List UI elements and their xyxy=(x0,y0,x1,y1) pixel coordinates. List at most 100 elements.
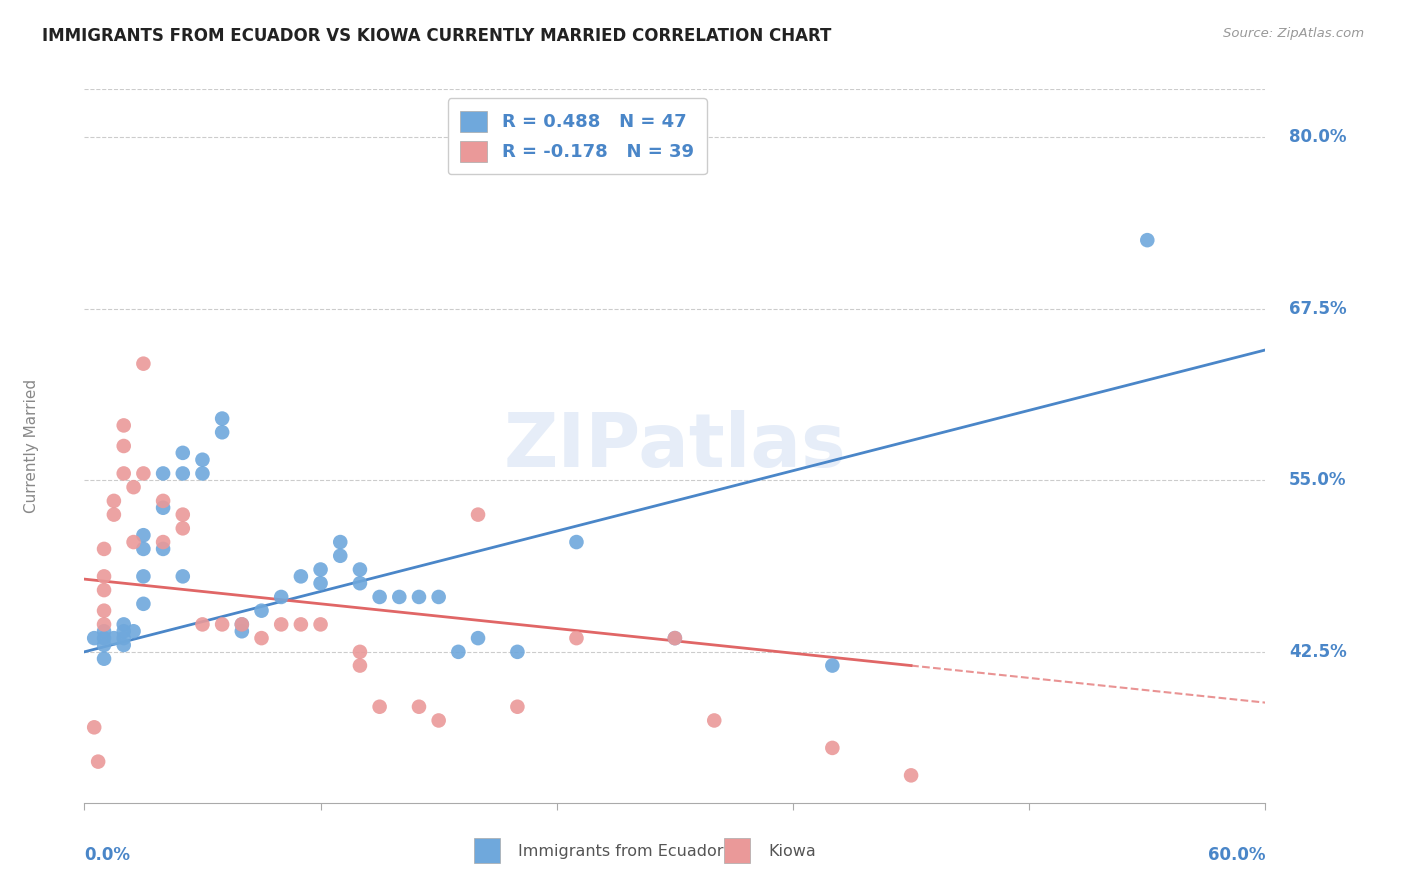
Point xyxy=(565,535,588,549)
Point xyxy=(112,624,135,639)
Point xyxy=(83,720,105,734)
Point xyxy=(93,624,115,639)
Text: 80.0%: 80.0% xyxy=(1289,128,1347,146)
Point xyxy=(349,576,371,591)
Text: Immigrants from Ecuador: Immigrants from Ecuador xyxy=(517,844,723,859)
Point xyxy=(132,528,155,542)
Point xyxy=(172,508,194,522)
Point xyxy=(112,638,135,652)
Point xyxy=(900,768,922,782)
Point xyxy=(211,425,233,440)
Point xyxy=(132,541,155,556)
Point xyxy=(664,631,686,645)
Text: 60.0%: 60.0% xyxy=(1208,846,1265,863)
Point xyxy=(191,452,214,467)
Point xyxy=(447,645,470,659)
Point xyxy=(191,467,214,481)
Text: 42.5%: 42.5% xyxy=(1289,643,1347,661)
Point xyxy=(132,357,155,371)
Point xyxy=(122,480,145,494)
Point xyxy=(152,535,174,549)
Point xyxy=(565,631,588,645)
Point xyxy=(506,699,529,714)
Point xyxy=(93,583,115,598)
Point xyxy=(250,631,273,645)
Point xyxy=(191,617,214,632)
Point xyxy=(250,604,273,618)
Point xyxy=(388,590,411,604)
Text: IMMIGRANTS FROM ECUADOR VS KIOWA CURRENTLY MARRIED CORRELATION CHART: IMMIGRANTS FROM ECUADOR VS KIOWA CURRENT… xyxy=(42,27,831,45)
Point xyxy=(132,597,155,611)
Point xyxy=(122,624,145,639)
Point xyxy=(122,535,145,549)
Text: 0.0%: 0.0% xyxy=(84,846,131,863)
Text: 67.5%: 67.5% xyxy=(1289,300,1347,318)
Point xyxy=(270,590,292,604)
FancyBboxPatch shape xyxy=(724,838,751,863)
Point xyxy=(231,624,253,639)
Point xyxy=(112,631,135,645)
Point xyxy=(103,631,125,645)
Point xyxy=(93,651,115,665)
Point xyxy=(83,631,105,645)
Point xyxy=(211,617,233,632)
Point xyxy=(93,631,115,645)
Point xyxy=(93,569,115,583)
Point xyxy=(112,439,135,453)
Point xyxy=(408,590,430,604)
Point xyxy=(368,590,391,604)
Point xyxy=(103,508,125,522)
Point xyxy=(231,617,253,632)
Point xyxy=(132,467,155,481)
Point xyxy=(93,541,115,556)
Point xyxy=(93,604,115,618)
Point xyxy=(112,418,135,433)
Point xyxy=(270,617,292,632)
Point xyxy=(506,645,529,659)
Point xyxy=(821,658,844,673)
Point xyxy=(290,569,312,583)
Point xyxy=(349,645,371,659)
Point xyxy=(231,617,253,632)
Point xyxy=(349,658,371,673)
Point xyxy=(172,521,194,535)
Point xyxy=(467,631,489,645)
Point xyxy=(152,467,174,481)
Point xyxy=(172,446,194,460)
Legend: R = 0.488   N = 47, R = -0.178   N = 39: R = 0.488 N = 47, R = -0.178 N = 39 xyxy=(447,98,706,174)
Point xyxy=(1136,233,1159,247)
Point xyxy=(329,535,352,549)
Point xyxy=(112,467,135,481)
Point xyxy=(152,500,174,515)
Point xyxy=(211,411,233,425)
Text: Source: ZipAtlas.com: Source: ZipAtlas.com xyxy=(1223,27,1364,40)
Point xyxy=(329,549,352,563)
Point xyxy=(132,569,155,583)
Point xyxy=(664,631,686,645)
Point xyxy=(290,617,312,632)
Point xyxy=(427,590,450,604)
Point xyxy=(112,617,135,632)
Point xyxy=(821,740,844,755)
Point xyxy=(172,467,194,481)
Point xyxy=(408,699,430,714)
FancyBboxPatch shape xyxy=(474,838,501,863)
Point xyxy=(349,562,371,576)
Point xyxy=(152,494,174,508)
Text: 55.0%: 55.0% xyxy=(1289,471,1347,490)
Point xyxy=(309,617,332,632)
Point xyxy=(467,508,489,522)
Text: Kiowa: Kiowa xyxy=(768,844,815,859)
Point xyxy=(103,494,125,508)
Point xyxy=(93,617,115,632)
Point xyxy=(93,638,115,652)
Point xyxy=(703,714,725,728)
Text: ZIPatlas: ZIPatlas xyxy=(503,409,846,483)
Point xyxy=(427,714,450,728)
Point xyxy=(309,562,332,576)
Point xyxy=(172,569,194,583)
Point xyxy=(368,699,391,714)
Point xyxy=(152,541,174,556)
Point xyxy=(87,755,110,769)
Point xyxy=(309,576,332,591)
